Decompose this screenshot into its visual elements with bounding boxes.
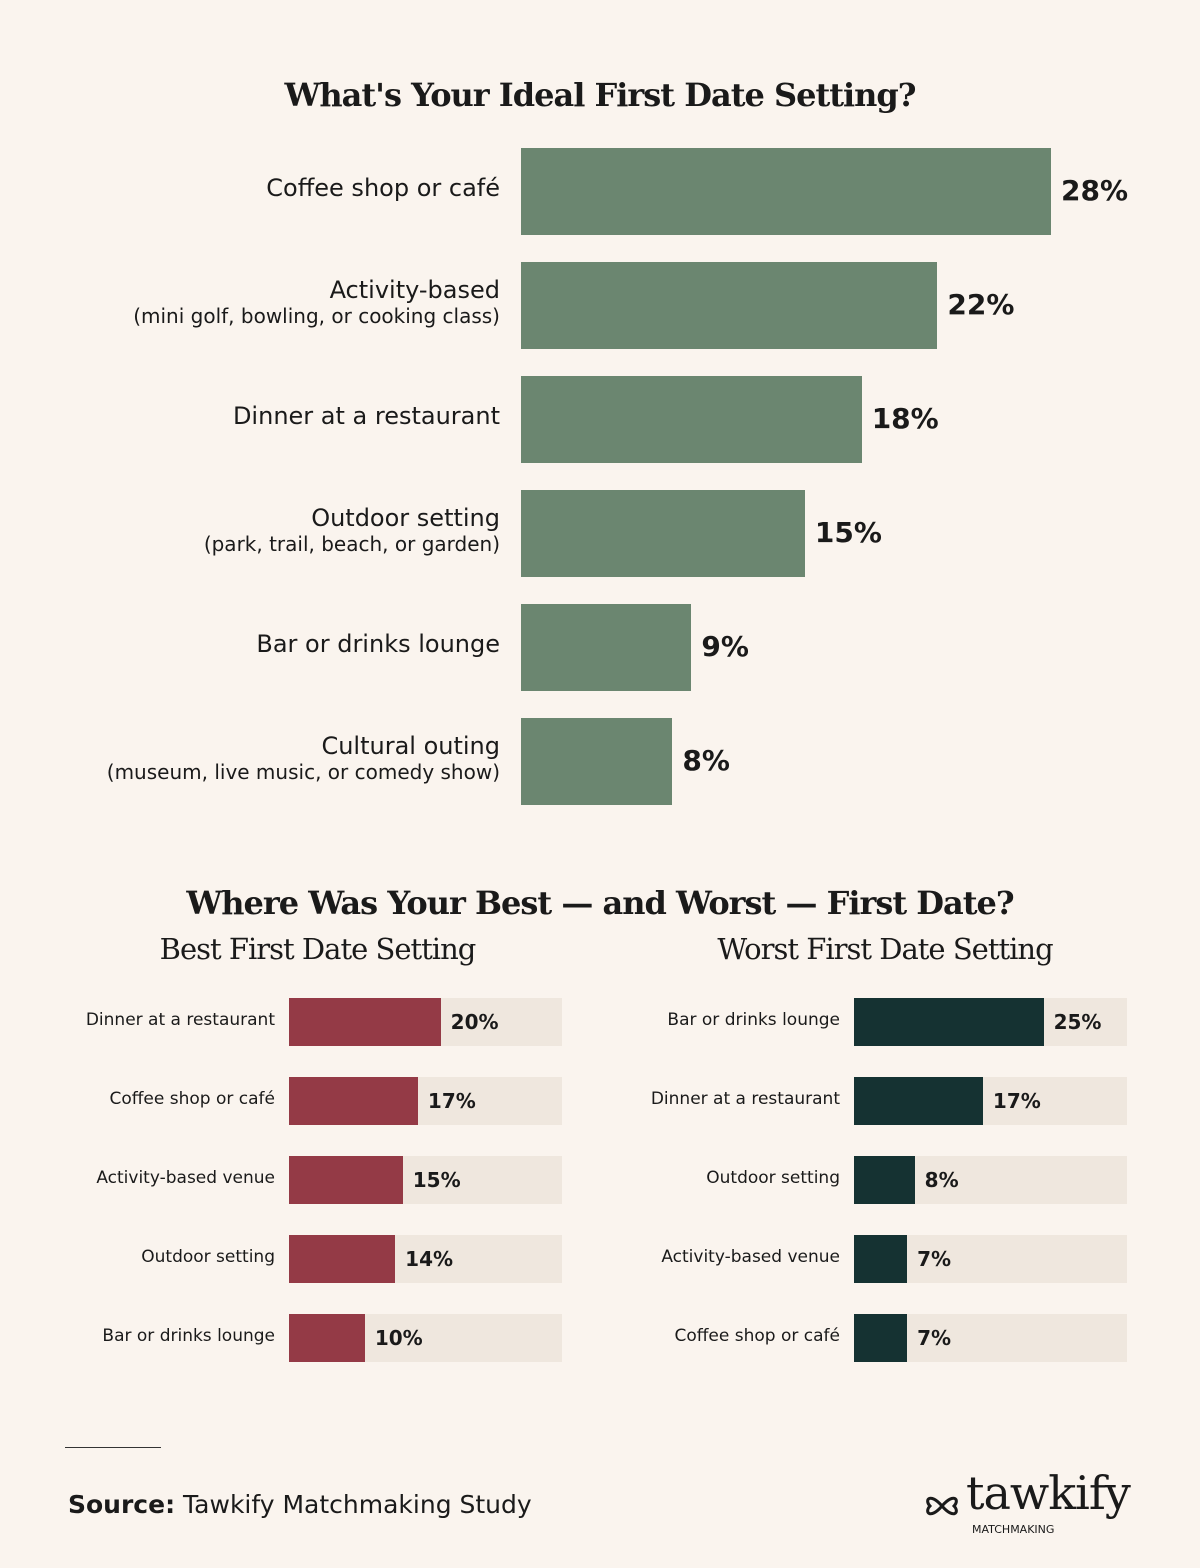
category-label: Coffee shop or café	[109, 1089, 275, 1109]
category-label: Dinner at a restaurant	[20, 402, 500, 431]
category-label: Activity-based venue	[661, 1247, 840, 1267]
value-label: 7%	[917, 1247, 952, 1271]
bar	[521, 262, 938, 349]
category-label: Coffee shop or café	[674, 1326, 840, 1346]
category-name: Dinner at a restaurant	[232, 402, 500, 430]
bar	[289, 1077, 418, 1125]
bar	[289, 1235, 396, 1283]
bar	[521, 490, 805, 577]
value-label: 15%	[412, 1168, 461, 1192]
bar	[521, 604, 692, 691]
source-text: Tawkify Matchmaking Study	[183, 1490, 532, 1519]
source-note: Source: Tawkify Matchmaking Study	[68, 1490, 532, 1519]
category-label: Outdoor setting	[141, 1247, 275, 1267]
category-name: Bar or drinks lounge	[256, 630, 500, 658]
value-label: 18%	[871, 402, 939, 435]
bar	[854, 998, 1044, 1046]
best-chart-title: Best First Date Setting	[159, 932, 477, 966]
category-detail: (mini golf, bowling, or cooking class)	[133, 303, 500, 328]
bar	[854, 1235, 908, 1283]
category-label: Bar or drinks lounge	[20, 630, 500, 659]
chart-title: What's Your Ideal First Date Setting?	[284, 76, 916, 114]
value-label: 22%	[947, 288, 1015, 321]
section-title: Where Was Your Best — and Worst — First …	[186, 884, 1014, 922]
bar	[854, 1077, 983, 1125]
bar	[289, 1314, 365, 1362]
category-label: Dinner at a restaurant	[85, 1010, 275, 1030]
source-label: Source:	[68, 1490, 176, 1519]
value-label: 17%	[992, 1089, 1041, 1113]
tawkify-logo: tawkify MATCHMAKING	[920, 1470, 1131, 1548]
category-label: Dinner at a restaurant	[650, 1089, 840, 1109]
value-label: 17%	[427, 1089, 476, 1113]
logo-subtext: MATCHMAKING	[972, 1523, 1055, 1536]
worst-chart-title: Worst First Date Setting	[717, 932, 1053, 966]
logo-wordmark: tawkify	[966, 1466, 1131, 1520]
bar	[521, 376, 862, 463]
category-label: Bar or drinks lounge	[667, 1010, 840, 1030]
heart-knot-icon	[926, 1496, 958, 1516]
category-name: Activity-based	[329, 276, 500, 304]
category-label: Outdoor setting (park, trail, beach, or g…	[20, 504, 500, 556]
value-label: 25%	[1053, 1010, 1102, 1034]
bar	[521, 148, 1051, 235]
value-label: 8%	[682, 744, 730, 777]
bar	[289, 1156, 403, 1204]
value-label: 28%	[1061, 174, 1129, 207]
bar	[521, 718, 673, 805]
category-label: Activity-based venue	[96, 1168, 275, 1188]
value-label: 9%	[701, 630, 749, 663]
category-label: Cultural outing (museum, live music, or c…	[20, 732, 500, 784]
category-detail: (park, trail, beach, or garden)	[203, 531, 500, 556]
bar	[854, 1314, 908, 1362]
bar	[854, 1156, 915, 1204]
category-label: Outdoor setting	[706, 1168, 840, 1188]
category-name: Cultural outing	[321, 732, 500, 760]
divider	[65, 1447, 161, 1448]
category-label: Coffee shop or café	[20, 174, 500, 203]
value-label: 14%	[405, 1247, 454, 1271]
value-label: 15%	[814, 516, 882, 549]
value-label: 20%	[450, 1010, 499, 1034]
value-label: 10%	[374, 1326, 423, 1350]
category-name: Coffee shop or café	[266, 174, 500, 202]
value-label: 8%	[924, 1168, 959, 1192]
category-detail: (museum, live music, or comedy show)	[106, 759, 500, 784]
category-name: Outdoor setting	[311, 504, 500, 532]
value-label: 7%	[917, 1326, 952, 1350]
category-label: Activity-based (mini golf, bowling, or co…	[20, 276, 500, 328]
bar	[289, 998, 441, 1046]
category-label: Bar or drinks lounge	[102, 1326, 275, 1346]
